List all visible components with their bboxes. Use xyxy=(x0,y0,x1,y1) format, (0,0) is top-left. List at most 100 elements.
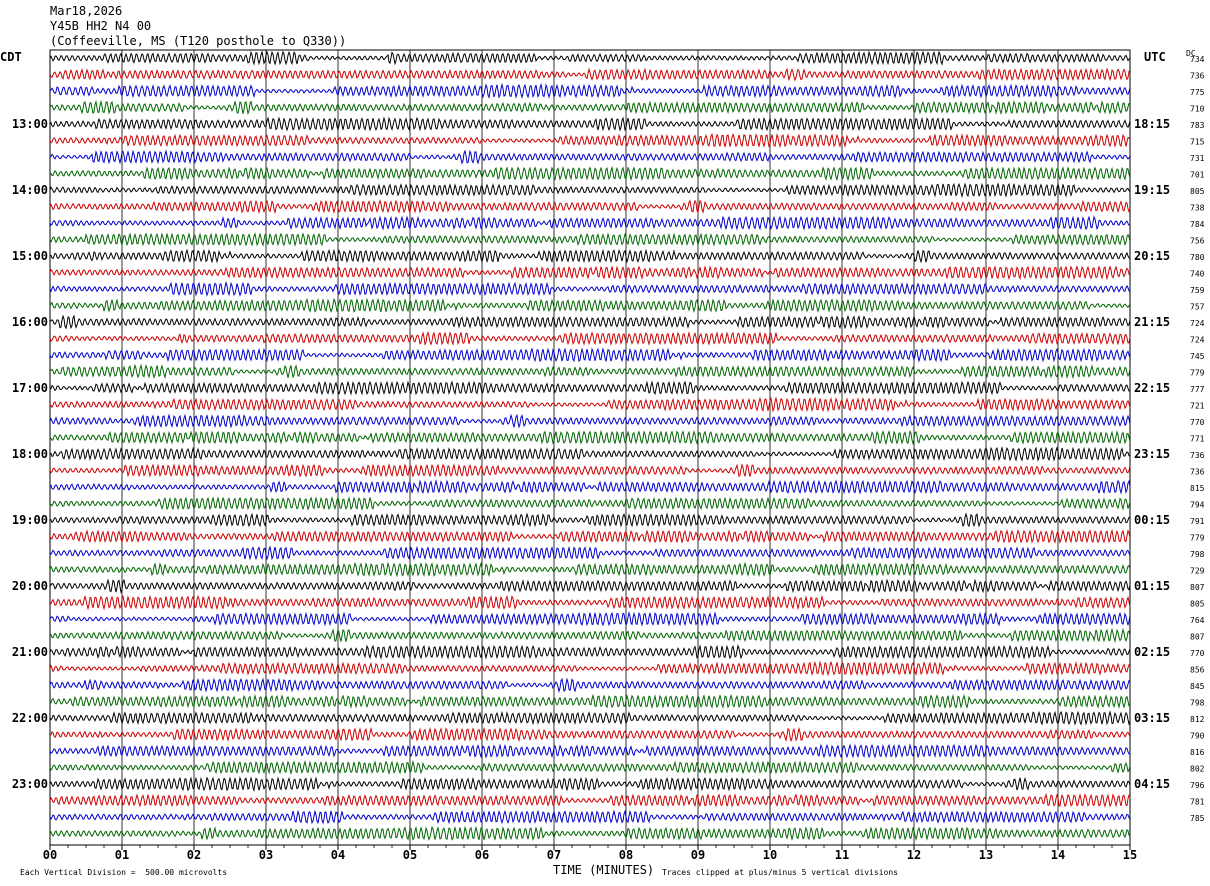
trace-line xyxy=(49,693,1131,710)
dc-offset-label: 724 xyxy=(1190,319,1205,328)
dc-offset-label: 736 xyxy=(1190,72,1205,81)
dc-offset-label: 780 xyxy=(1190,253,1205,262)
right-hour-label: 20:15 xyxy=(1134,249,1170,263)
left-hour-label: 20:00 xyxy=(12,579,48,593)
dc-offset-label: 701 xyxy=(1190,171,1205,180)
dc-offset-label: 807 xyxy=(1190,583,1205,592)
header-location: (Coffeeville, MS (T120 posthole to Q330)… xyxy=(50,34,347,48)
left-hour-label: 21:00 xyxy=(12,645,48,659)
dc-offset-label: 770 xyxy=(1190,418,1205,427)
left-hour-label: 16:00 xyxy=(12,315,48,329)
dc-offset-label: 771 xyxy=(1190,435,1205,444)
dc-offset-label: 790 xyxy=(1190,732,1205,741)
right-timezone-label: UTC xyxy=(1144,50,1166,64)
trace-line xyxy=(49,199,1131,215)
trace-line xyxy=(49,413,1131,429)
trace-line xyxy=(49,479,1131,495)
dc-offset-label: 775 xyxy=(1190,88,1205,97)
dc-offset-label: 807 xyxy=(1190,633,1205,642)
dc-offset-label: 777 xyxy=(1190,385,1205,394)
dc-offset-label: 734 xyxy=(1190,55,1205,64)
dc-offset-label: 798 xyxy=(1190,550,1205,559)
dc-offset-label: 770 xyxy=(1190,649,1205,658)
dc-offset-label: 812 xyxy=(1190,715,1205,724)
dc-offset-label: 736 xyxy=(1190,451,1205,460)
dc-offset-label: 757 xyxy=(1190,303,1205,312)
dc-offset-label: 791 xyxy=(1190,517,1205,526)
trace-line xyxy=(49,792,1131,809)
trace-line xyxy=(49,578,1131,594)
dc-offset-label: 764 xyxy=(1190,616,1205,625)
trace-line xyxy=(50,165,1131,182)
trace-line xyxy=(49,182,1131,199)
right-hour-label: 01:15 xyxy=(1134,579,1170,593)
dc-label: DC xyxy=(1186,49,1196,58)
trace-line xyxy=(49,347,1131,363)
dc-offset-label: 845 xyxy=(1190,682,1205,691)
x-tick-label: 07 xyxy=(547,848,561,862)
trace-line xyxy=(49,265,1131,281)
trace-line xyxy=(49,528,1131,544)
right-hour-label: 02:15 xyxy=(1134,645,1170,659)
left-hour-label: 17:00 xyxy=(12,381,48,395)
dc-offset-label: 794 xyxy=(1190,501,1205,510)
header-station: Y45B HH2 N4 00 xyxy=(50,19,152,33)
right-hour-label: 23:15 xyxy=(1134,447,1170,461)
dc-offset-label: 783 xyxy=(1190,121,1205,130)
dc-offset-label: 724 xyxy=(1190,336,1205,345)
trace-line xyxy=(49,99,1131,116)
dc-offset-label: 756 xyxy=(1190,237,1205,246)
right-hour-label: 00:15 xyxy=(1134,513,1170,527)
x-tick-label: 12 xyxy=(907,848,921,862)
trace-line xyxy=(49,116,1131,132)
dc-offset-label: 784 xyxy=(1190,220,1205,229)
left-hour-label: 15:00 xyxy=(12,249,48,263)
trace-line xyxy=(49,445,1131,462)
left-timezone-label: CDT xyxy=(0,50,22,64)
dc-offset-label: 738 xyxy=(1190,204,1205,213)
right-hour-label: 22:15 xyxy=(1134,381,1170,395)
trace-line xyxy=(49,82,1131,100)
trace-line xyxy=(49,331,1131,346)
dc-offset-label: 779 xyxy=(1190,534,1205,543)
trace-line xyxy=(49,429,1131,446)
trace-line xyxy=(49,463,1131,478)
trace-line xyxy=(49,743,1131,759)
x-tick-label: 10 xyxy=(763,848,777,862)
trace-line xyxy=(49,380,1131,396)
left-hour-label: 13:00 xyxy=(12,117,48,131)
trace-line xyxy=(49,314,1131,330)
x-tick-label: 13 xyxy=(979,848,993,862)
trace-line xyxy=(49,545,1131,561)
dc-offset-label: 785 xyxy=(1190,814,1205,823)
trace-line xyxy=(49,677,1131,694)
trace-line xyxy=(49,644,1131,660)
dc-offset-label: 740 xyxy=(1190,270,1205,279)
dc-offset-label: 781 xyxy=(1190,798,1205,807)
trace-line xyxy=(49,149,1131,165)
x-tick-label: 08 xyxy=(619,848,633,862)
trace-line xyxy=(49,215,1131,231)
trace-line xyxy=(49,759,1131,776)
trace-line xyxy=(49,660,1131,677)
left-hour-label: 18:00 xyxy=(12,447,48,461)
trace-line xyxy=(49,67,1131,82)
trace-line xyxy=(49,363,1131,380)
trace-line xyxy=(49,825,1131,842)
dc-offset-label: 815 xyxy=(1190,484,1205,493)
left-hour-label: 19:00 xyxy=(12,513,48,527)
dc-offset-label: 802 xyxy=(1190,765,1205,774)
x-tick-label: 02 xyxy=(187,848,201,862)
trace-line xyxy=(49,248,1131,264)
dc-offset-label: 805 xyxy=(1190,600,1205,609)
x-tick-label: 05 xyxy=(403,848,417,862)
left-hour-label: 14:00 xyxy=(12,183,48,197)
trace-line xyxy=(49,50,1131,66)
dc-offset-label: 796 xyxy=(1190,781,1205,790)
x-tick-label: 03 xyxy=(259,848,273,862)
trace-line xyxy=(49,610,1131,627)
trace-line xyxy=(49,232,1131,247)
dc-offset-label: 805 xyxy=(1190,187,1205,196)
dc-offset-label: 710 xyxy=(1190,105,1205,114)
right-hour-label: 18:15 xyxy=(1134,117,1170,131)
